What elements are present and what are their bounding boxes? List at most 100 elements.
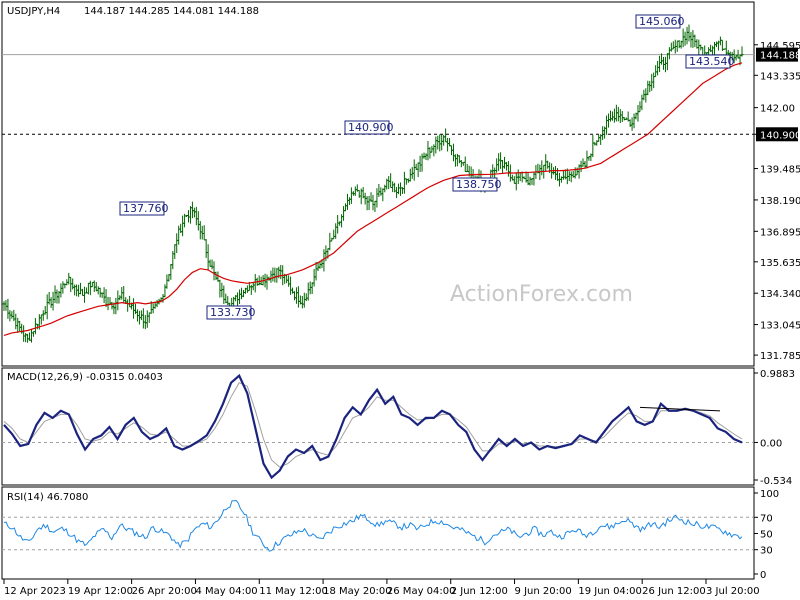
macd-layer: 0.9883 0.00 -0.534: [2, 369, 795, 487]
resistance-tag-label: 140.900: [760, 130, 800, 141]
price-bar: [300, 296, 304, 309]
price-bar: [206, 244, 210, 271]
price-bar: [640, 94, 644, 111]
price-y-tick-label-2: 142.00: [760, 104, 795, 115]
price-bar: [4, 300, 8, 311]
price-bar: [143, 315, 147, 330]
macd-y-tick-label-1: 0.00: [760, 438, 782, 449]
price-bar: [279, 264, 283, 280]
price-bar: [459, 160, 463, 168]
price-bar: [387, 176, 391, 190]
price-bar: [8, 310, 12, 322]
price-bar: [175, 233, 179, 254]
time-tick-label-10: 26 Jun 12:00: [642, 586, 706, 597]
price-bar: [453, 154, 457, 167]
price-bar: [528, 176, 532, 186]
rsi-line: [3, 499, 743, 552]
price-bar: [434, 136, 438, 154]
price-bar: [273, 267, 277, 283]
price-bar: [426, 140, 430, 161]
price-bar: [667, 47, 671, 60]
price-bar: [375, 188, 379, 208]
price-bar: [275, 268, 279, 283]
price-bar: [18, 320, 22, 332]
rsi-y-tick-label-2: 50: [760, 530, 773, 541]
annotation-box-4: [119, 201, 165, 216]
price-bar: [43, 306, 47, 315]
price-bar: [265, 274, 269, 290]
price-bar: [646, 80, 650, 96]
price-bar: [349, 187, 353, 204]
price-bar: [448, 138, 452, 147]
price-y-tick-label-5: 138.190: [760, 196, 800, 207]
price-bar: [177, 225, 181, 245]
macd-header: MACD(12,26,9) -0.0315 0.0403: [7, 372, 163, 383]
price-bar: [241, 289, 245, 298]
price-bar: [648, 80, 652, 93]
annotation-label-5: 133.730: [210, 306, 256, 319]
price-bar: [16, 317, 20, 333]
time-tick-label-3: 4 May 04:00: [195, 586, 257, 597]
annotation-box-2: [344, 120, 390, 135]
price-bar: [26, 333, 30, 343]
price-bar: [155, 299, 159, 308]
price-bar: [506, 161, 510, 177]
price-bar: [330, 237, 334, 242]
annotation-label-4: 137.760: [123, 202, 169, 215]
price-bar: [353, 186, 357, 196]
price-bar: [245, 285, 249, 293]
price-bar: [463, 156, 467, 173]
price-bar: [577, 164, 581, 179]
moving-average-line: [3, 62, 743, 336]
price-y-tick-label-4: 139.485: [760, 165, 800, 176]
macd-panel-frame: [1, 367, 755, 486]
macd-y-tick-label-2: -0.534: [760, 476, 792, 487]
price-bar: [440, 134, 444, 151]
price-y-tick-label-10: 131.785: [760, 351, 800, 362]
annotation-label-2: 140.900: [348, 121, 394, 134]
time-tick-label-9: 19 Jun 04:00: [578, 586, 642, 597]
price-bar: [451, 143, 455, 162]
price-bar: [92, 280, 96, 292]
price-bar: [310, 282, 314, 295]
price-bar: [526, 172, 530, 186]
price-bar: [79, 282, 83, 295]
price-bar: [347, 197, 351, 206]
price-bar: [312, 269, 316, 287]
price-bar: [681, 28, 685, 48]
price-bar: [691, 29, 695, 48]
price-bar: [6, 298, 10, 319]
price-bar: [336, 215, 340, 234]
price-layer: 144.595 143.335 142.00 139.485 138.190 136.89…: [2, 14, 800, 362]
price-bar: [196, 211, 200, 231]
price-bar: [210, 259, 214, 270]
macd-line: [3, 373, 743, 480]
time-tick-label-5: 18 May 20:00: [323, 586, 392, 597]
price-bar: [22, 325, 26, 342]
price-bar: [306, 282, 310, 301]
price-bar: [379, 187, 383, 196]
price-bar: [616, 106, 620, 122]
price-bar: [424, 153, 428, 161]
price-bar: [675, 40, 679, 52]
price-bar: [212, 261, 216, 281]
price-bar: [86, 282, 90, 295]
time-tick-label-6: 26 May 04:00: [387, 586, 456, 597]
price-bar: [141, 308, 145, 329]
time-tick-label-8: 9 Jun 20:00: [515, 586, 572, 597]
price-bar: [31, 331, 35, 337]
price-bar: [102, 287, 106, 303]
price-bar: [693, 34, 697, 47]
price-y-tick-label-9: 133.045: [760, 321, 800, 332]
price-bar: [165, 274, 169, 289]
price-bar: [224, 293, 228, 304]
price-bar: [554, 166, 558, 180]
price-bar: [296, 286, 300, 308]
price-bar: [45, 294, 49, 320]
annotation-box-3: [452, 177, 498, 192]
price-bar: [373, 200, 377, 213]
price-bar: [357, 190, 361, 198]
price-bar: [714, 41, 718, 48]
price-bar: [192, 207, 196, 218]
